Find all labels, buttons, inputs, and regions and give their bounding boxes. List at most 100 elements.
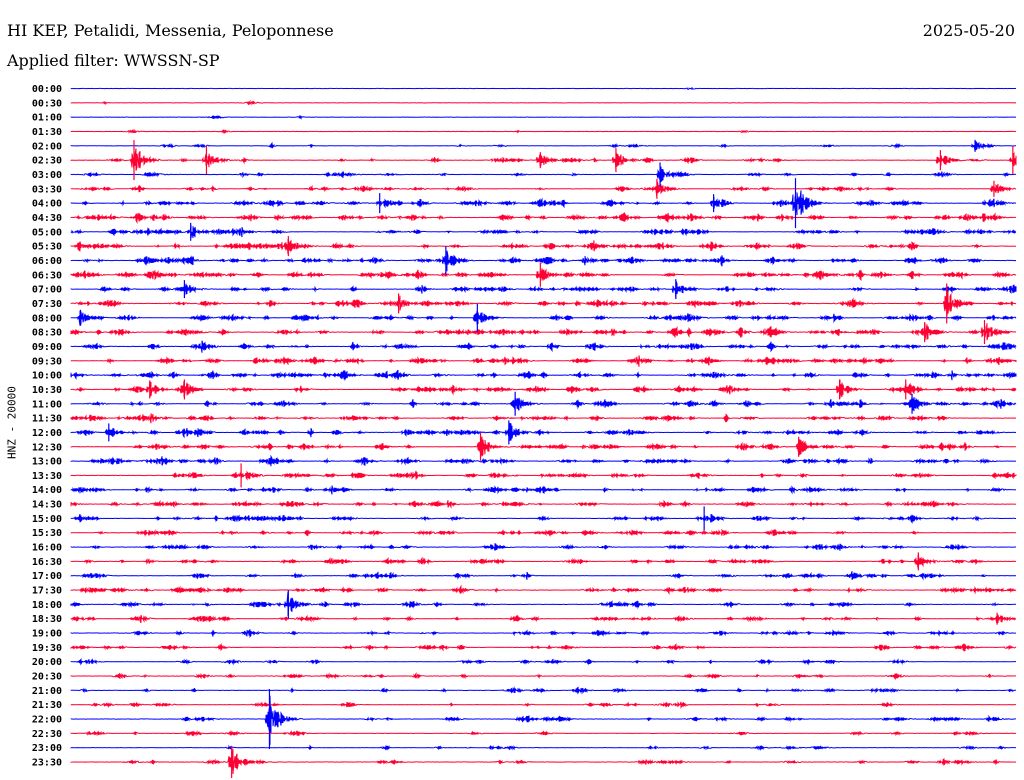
row-time-label: 18:00 xyxy=(32,600,62,611)
row-time-label: 10:30 xyxy=(32,385,62,396)
trace-row-1130 xyxy=(70,413,1017,424)
trace-row-0830 xyxy=(70,323,1017,341)
row-time-label: 20:30 xyxy=(32,672,62,683)
row-time-label: 07:00 xyxy=(32,285,62,296)
trace-row-2030 xyxy=(70,671,1016,681)
row-time-label: 14:30 xyxy=(32,500,62,511)
trace-row-1930 xyxy=(70,642,1017,652)
row-time-label: 03:00 xyxy=(32,170,62,181)
row-time-label: 16:00 xyxy=(32,543,62,554)
row-time-label: 05:30 xyxy=(32,242,62,253)
plot-date: 2025-05-20 xyxy=(922,21,1015,40)
row-time-label: 01:00 xyxy=(32,113,62,124)
row-time-label: 21:30 xyxy=(32,700,62,711)
trace-row-2000 xyxy=(70,658,1016,666)
trace-row-0730 xyxy=(70,288,1017,317)
trace-row-0300 xyxy=(70,166,1017,183)
trace-row-1400 xyxy=(70,485,1017,495)
trace-row-0030 xyxy=(70,99,1017,106)
applied-filter: Applied filter: WWSSN-SP xyxy=(7,51,220,70)
row-time-label: 08:30 xyxy=(32,328,62,339)
row-time-label: 09:00 xyxy=(32,342,62,353)
trace-row-1800 xyxy=(70,591,1017,617)
trace-row-0400 xyxy=(70,190,1016,216)
row-time-label: 02:30 xyxy=(32,156,62,167)
trace-row-1830 xyxy=(70,614,1016,624)
row-time-label: 15:00 xyxy=(32,514,62,525)
trace-row-2230 xyxy=(70,729,1017,737)
trace-row-0530 xyxy=(70,238,1017,255)
row-time-label: 07:30 xyxy=(32,299,62,310)
trace-row-0600 xyxy=(70,250,1017,272)
row-time-label: 22:30 xyxy=(32,729,62,740)
trace-row-1600 xyxy=(70,543,1016,551)
trace-row-1330 xyxy=(70,470,1017,481)
trace-row-1530 xyxy=(70,528,1017,537)
row-time-label: 00:30 xyxy=(32,98,62,109)
trace-row-1000 xyxy=(70,369,1017,381)
trace-row-0430 xyxy=(70,211,1016,225)
trace-row-0800 xyxy=(70,310,1017,326)
trace-row-1230 xyxy=(70,436,1016,457)
station-title: HI KEP, Petalidi, Messenia, Peloponnese xyxy=(7,21,334,40)
trace-row-2200 xyxy=(70,695,1016,745)
trace-row-0630 xyxy=(70,268,1017,282)
row-time-label: 21:00 xyxy=(32,686,62,697)
trace-row-1730 xyxy=(70,584,1017,596)
trace-row-2300 xyxy=(70,744,1017,751)
trace-row-0100 xyxy=(70,114,1017,120)
trace-row-1700 xyxy=(70,571,1017,581)
trace-row-1500 xyxy=(70,513,1016,525)
trace-row-1200 xyxy=(70,422,1017,441)
row-time-label: 23:00 xyxy=(32,743,62,754)
row-time-label: 16:30 xyxy=(32,557,62,568)
trace-row-0200 xyxy=(70,140,1016,151)
row-time-label: 11:00 xyxy=(32,399,62,410)
trace-row-0900 xyxy=(70,340,1017,353)
trace-row-1430 xyxy=(70,499,1017,509)
row-time-label: 22:00 xyxy=(32,715,62,726)
trace-row-1900 xyxy=(70,629,1016,638)
trace-row-2330 xyxy=(70,748,1017,774)
trace-row-1030 xyxy=(70,379,1017,399)
row-time-label: 15:30 xyxy=(32,528,62,539)
row-time-label: 04:30 xyxy=(32,213,62,224)
trace-row-0700 xyxy=(70,280,1017,299)
row-time-label: 10:00 xyxy=(32,371,62,382)
row-time-label: 08:00 xyxy=(32,313,62,324)
row-time-label: 12:30 xyxy=(32,442,62,453)
trace-row-2130 xyxy=(70,701,1016,709)
row-time-label: 17:30 xyxy=(32,586,62,597)
row-time-label: 02:00 xyxy=(32,141,62,152)
row-time-label: 17:00 xyxy=(32,571,62,582)
row-time-label: 23:30 xyxy=(32,758,62,769)
trace-row-0330 xyxy=(70,180,1017,198)
trace-row-1100 xyxy=(70,396,1017,412)
row-time-label: 12:00 xyxy=(32,428,62,439)
row-time-label: 05:00 xyxy=(32,227,62,238)
trace-row-0230 xyxy=(70,148,1017,171)
row-time-label: 19:00 xyxy=(32,629,62,640)
row-time-label: 20:00 xyxy=(32,657,62,668)
row-time-label: 14:00 xyxy=(32,485,62,496)
trace-row-0000 xyxy=(70,86,1017,91)
row-time-label: 03:30 xyxy=(32,184,62,195)
trace-row-1630 xyxy=(70,554,1017,569)
row-time-label: 11:30 xyxy=(32,414,62,425)
trace-row-2100 xyxy=(70,686,1017,695)
trace-row-0930 xyxy=(70,355,1017,367)
row-time-label: 06:30 xyxy=(32,270,62,281)
row-time-label: 06:00 xyxy=(32,256,62,267)
trace-row-0130 xyxy=(70,128,1017,134)
trace-row-1300 xyxy=(70,454,1017,467)
trace-row-0500 xyxy=(70,225,1017,239)
row-time-label: 19:30 xyxy=(32,643,62,654)
row-time-label: 00:00 xyxy=(32,84,62,95)
row-time-label: 04:00 xyxy=(32,199,62,210)
row-time-label: 18:30 xyxy=(32,614,62,625)
row-time-label: 01:30 xyxy=(32,127,62,138)
row-time-label: 13:30 xyxy=(32,471,62,482)
row-time-label: 13:00 xyxy=(32,457,62,468)
row-time-label: 09:30 xyxy=(32,356,62,367)
